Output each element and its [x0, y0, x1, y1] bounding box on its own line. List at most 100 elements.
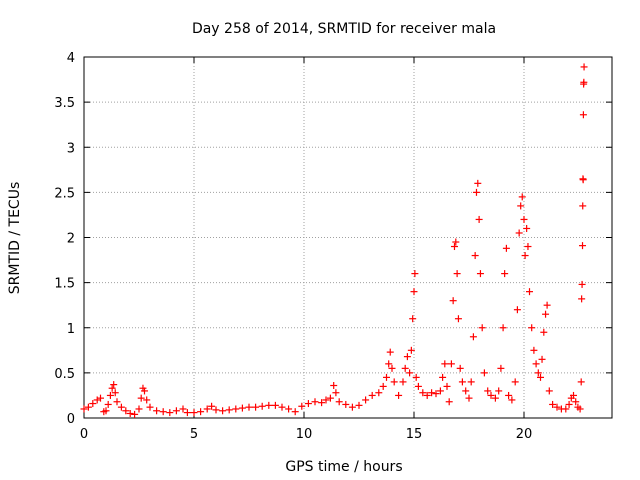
data-point	[137, 394, 145, 402]
grid-lines	[84, 57, 612, 418]
x-tick-label: 5	[190, 427, 198, 442]
data-point	[452, 238, 460, 246]
data-point	[278, 403, 286, 411]
x-tick-label: 10	[296, 427, 313, 442]
data-point	[203, 405, 211, 413]
data-point	[225, 406, 233, 414]
data-point	[141, 387, 148, 395]
data-point	[526, 288, 533, 296]
data-point	[285, 405, 293, 413]
data-point	[528, 324, 536, 332]
x-tick-label: 0	[80, 427, 88, 442]
data-point	[579, 202, 587, 210]
data-point	[245, 403, 253, 411]
data-point	[432, 390, 440, 398]
y-tick-label: 2.5	[54, 186, 75, 201]
data-point	[401, 364, 409, 372]
y-axis-label: SRMTID / TECUs	[7, 182, 23, 295]
data-point	[487, 391, 495, 399]
data-point	[179, 405, 187, 413]
data-point	[166, 409, 174, 417]
data-point	[219, 407, 227, 415]
data-point	[406, 369, 414, 377]
data-point	[153, 407, 161, 415]
data-point	[212, 406, 220, 414]
data-point	[534, 369, 542, 377]
data-point	[326, 394, 334, 402]
data-point	[508, 396, 516, 404]
data-point	[502, 244, 510, 252]
data-point	[478, 324, 486, 332]
data-point	[580, 78, 588, 86]
data-point	[475, 215, 483, 223]
data-point	[456, 364, 464, 372]
data-point	[572, 398, 580, 406]
data-point	[252, 403, 260, 411]
data-point	[521, 252, 529, 260]
data-point	[480, 369, 488, 377]
data-point	[111, 389, 119, 397]
y-tick-label: 2	[67, 232, 75, 247]
data-point	[476, 270, 484, 278]
data-point	[414, 382, 422, 390]
data-point	[462, 387, 470, 395]
data-point	[131, 410, 139, 418]
data-point	[524, 243, 532, 251]
data-point	[576, 405, 584, 413]
data-point	[491, 394, 499, 402]
data-point	[122, 407, 130, 415]
data-point	[362, 396, 370, 404]
data-point	[419, 389, 427, 397]
data-point	[497, 364, 505, 372]
data-point	[580, 63, 588, 71]
x-tick-label: 15	[406, 427, 423, 442]
data-point	[540, 328, 548, 336]
axis-ticks: 0 5 10 15 20 0 0.5 1 1.5 2 2.5 3 3.5 4	[54, 51, 612, 442]
data-point	[450, 243, 458, 251]
data-point	[342, 400, 350, 408]
data-point	[579, 242, 587, 250]
data-point	[190, 409, 198, 417]
data-point	[117, 403, 125, 411]
chart-title: Day 258 of 2014, SRMTID for receiver mal…	[192, 21, 496, 37]
data-point	[467, 378, 475, 386]
data-point	[399, 378, 407, 386]
data-point	[472, 188, 480, 196]
y-tick-label: 0.5	[54, 367, 75, 382]
data-point	[102, 407, 110, 415]
data-point	[258, 402, 266, 410]
data-point	[578, 295, 586, 303]
data-point	[183, 409, 191, 417]
data-point	[97, 394, 104, 402]
data-point	[520, 215, 528, 223]
data-point	[501, 270, 509, 278]
data-point	[304, 400, 312, 408]
data-point	[513, 306, 521, 314]
data-point	[570, 391, 577, 399]
data-point	[113, 398, 121, 406]
data-point	[383, 373, 390, 381]
data-point	[395, 391, 403, 399]
data-point	[579, 111, 587, 119]
data-point	[291, 408, 299, 416]
y-tick-label: 1.5	[54, 277, 75, 292]
data-point	[411, 270, 419, 278]
data-point	[368, 391, 376, 399]
data-point	[545, 387, 553, 395]
data-point	[208, 402, 216, 410]
data-point	[375, 389, 383, 397]
data-point	[532, 360, 540, 368]
data-point	[271, 401, 279, 409]
data-point	[423, 391, 431, 399]
data-point	[388, 364, 396, 372]
data-point	[322, 396, 330, 404]
x-tick-label: 20	[516, 427, 533, 442]
data-point	[106, 391, 114, 399]
y-tick-label: 4	[67, 51, 75, 66]
data-point	[232, 405, 240, 413]
data-point	[238, 404, 246, 412]
data-point	[390, 378, 398, 386]
data-point	[523, 224, 531, 232]
data-point	[537, 373, 544, 381]
data-point	[407, 346, 415, 354]
